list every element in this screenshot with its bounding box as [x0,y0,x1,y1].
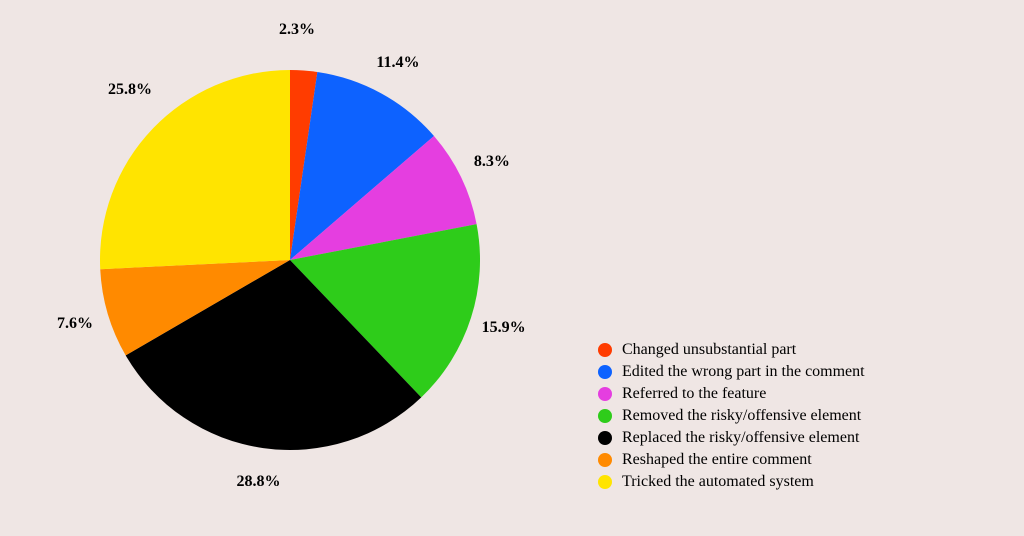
slice-pct-label: 8.3% [474,153,510,171]
legend-label: Reshaped the entire comment [622,452,812,468]
legend-label: Tricked the automated system [622,474,814,490]
legend-swatch [598,343,612,357]
slice-pct-label: 28.8% [236,473,280,491]
legend: Changed unsubstantial part Edited the wro… [598,342,865,490]
slice-pct-label: 7.6% [57,315,93,333]
pie-container [100,70,480,450]
legend-label: Edited the wrong part in the comment [622,364,865,380]
legend-label: Removed the risky/offensive element [622,408,861,424]
pie-svg [100,70,480,450]
legend-swatch [598,387,612,401]
slice-pct-label: 15.9% [482,319,526,337]
legend-swatch [598,431,612,445]
legend-item: Referred to the feature [598,386,865,402]
legend-item: Edited the wrong part in the comment [598,364,865,380]
legend-item: Reshaped the entire comment [598,452,865,468]
pie-slice [100,70,290,269]
legend-swatch [598,475,612,489]
pie-chart: 2.3% 11.4% 8.3% 15.9% 28.8% 7.6% 25.8% Changed … [0,0,1024,536]
legend-item: Tricked the automated system [598,474,865,490]
legend-label: Changed unsubstantial part [622,342,796,358]
legend-swatch [598,453,612,467]
legend-item: Changed unsubstantial part [598,342,865,358]
legend-swatch [598,409,612,423]
legend-item: Removed the risky/offensive element [598,408,865,424]
legend-swatch [598,365,612,379]
slice-pct-label: 11.4% [376,54,419,72]
slice-pct-label: 2.3% [279,21,315,39]
legend-item: Replaced the risky/offensive element [598,430,865,446]
legend-label: Referred to the feature [622,386,766,402]
slice-pct-label: 25.8% [108,81,152,99]
legend-label: Replaced the risky/offensive element [622,430,859,446]
